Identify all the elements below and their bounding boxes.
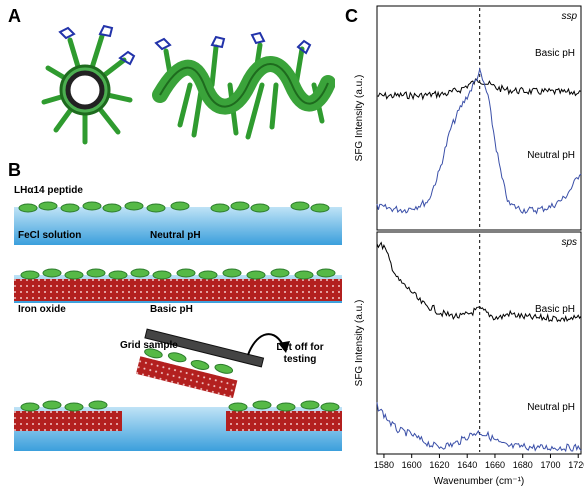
series-label: Basic pH <box>535 304 575 315</box>
lift-off-label: Lift off for testing <box>276 342 324 365</box>
peptide-helix-top-view <box>41 24 136 145</box>
panel-label-a: A <box>8 6 21 26</box>
x-tick-label: 1620 <box>429 460 449 470</box>
series-line-neutral <box>376 402 582 453</box>
polarization-label: sps <box>561 237 577 248</box>
x-tick-label: 1660 <box>485 460 505 470</box>
series-line-basic <box>376 78 582 101</box>
x-tick-label: 1640 <box>457 460 477 470</box>
plot-frame <box>376 231 582 455</box>
iron-oxide-label: Iron oxide <box>18 304 66 315</box>
grid-sample <box>135 328 265 398</box>
iron-oxide-film-left <box>14 411 122 431</box>
iron-oxide-film-row2 <box>14 279 342 301</box>
neutral-ph-label: Neutral pH <box>150 230 201 241</box>
basic-ph-label: Basic pH <box>150 304 193 315</box>
series-label: Neutral pH <box>527 150 575 161</box>
iron-oxide-film-right <box>226 411 342 431</box>
fecl-solution-label: FeCl solution <box>18 230 82 241</box>
peptide-layer-row2 <box>20 268 336 280</box>
y-axis-label: SFG Intensity (a.u.) <box>354 300 365 387</box>
y-axis-label: SFG Intensity (a.u.) <box>354 75 365 162</box>
panel-label-c: C <box>345 6 358 26</box>
series-label: Neutral pH <box>527 402 575 413</box>
peptide-label: LHα14 peptide <box>14 185 83 196</box>
polarization-label: ssp <box>561 11 577 22</box>
sfg-spectra-chart: ssp Basic pH Neutral pH SFG Intensity (a.u.… <box>354 5 584 487</box>
series-line-basic <box>376 241 582 323</box>
plot-frame <box>376 5 582 231</box>
x-tick-label: 1600 <box>402 460 422 470</box>
series-line-neutral <box>376 67 582 215</box>
x-tick-label: 1700 <box>540 460 560 470</box>
x-axis-label: Wavenumber (cm⁻¹) <box>434 476 524 487</box>
panel-b-schematic <box>14 201 342 451</box>
panel-label-b: B <box>8 160 21 180</box>
peptide-helix-side-view <box>152 31 335 140</box>
fecl-solution-layer <box>14 207 342 245</box>
peptide-layer-row3 <box>20 400 340 412</box>
peptide-layer-row1 <box>18 201 330 213</box>
lift-off-arrow <box>247 333 284 356</box>
x-tick-label: 1720 <box>568 460 584 470</box>
x-tick-label: 1680 <box>513 460 533 470</box>
series-label: Basic pH <box>535 48 575 59</box>
x-tick-label: 1580 <box>374 460 394 470</box>
grid-sample-label: Grid sample <box>120 340 178 351</box>
